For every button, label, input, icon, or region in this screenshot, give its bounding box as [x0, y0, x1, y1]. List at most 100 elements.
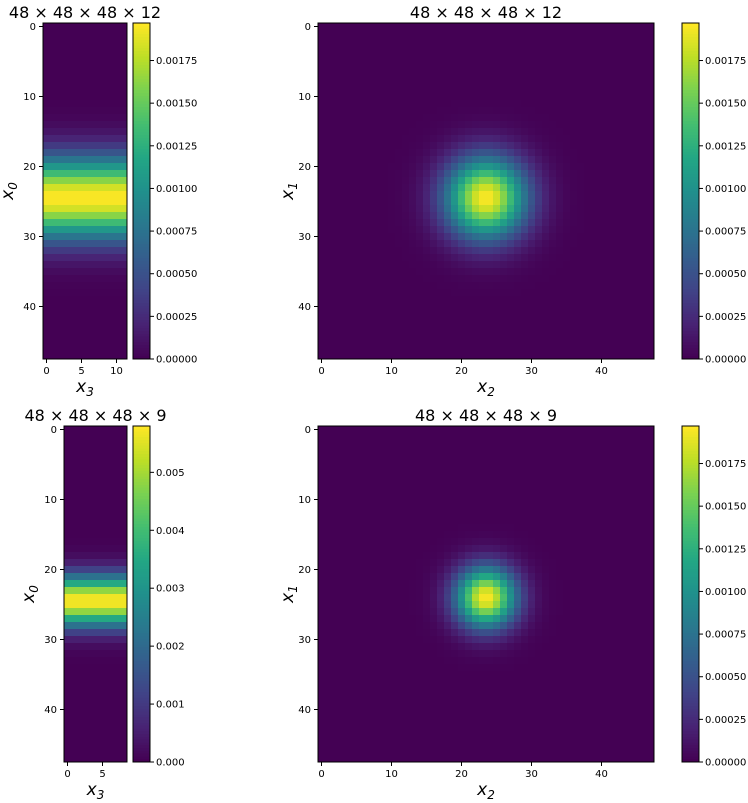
heatmap-cell — [514, 100, 522, 108]
heatmap-cell — [85, 727, 93, 735]
heatmap-cell — [521, 433, 529, 441]
heatmap-cell — [465, 177, 473, 185]
heatmap-cell — [528, 177, 536, 185]
heatmap-cell — [318, 107, 326, 115]
heatmap-cell — [563, 317, 571, 325]
heatmap-cell — [465, 86, 473, 94]
heatmap-cell — [535, 30, 543, 38]
heatmap-cell — [50, 128, 58, 136]
heatmap-cell — [514, 247, 522, 255]
heatmap-cell — [605, 37, 613, 45]
heatmap-cell — [416, 282, 424, 290]
heatmap-cell — [71, 524, 79, 532]
heatmap-cell — [325, 531, 333, 539]
heatmap-cell — [647, 510, 655, 518]
heatmap-cell — [71, 503, 79, 511]
heatmap-cell — [402, 489, 410, 497]
heatmap-cell — [430, 461, 438, 469]
x-axis-label-0: x3 — [75, 377, 94, 399]
heatmap-cell — [612, 289, 620, 297]
heatmap-cell — [120, 433, 128, 441]
heatmap-cell — [71, 254, 79, 262]
heatmap-cell — [528, 51, 536, 59]
heatmap-cell — [444, 128, 452, 136]
heatmap-cell — [472, 121, 480, 129]
heatmap-cell — [360, 219, 368, 227]
heatmap-cell — [514, 184, 522, 192]
heatmap-cell — [605, 289, 613, 297]
heatmap-cell — [451, 163, 459, 171]
heatmap-cell — [612, 296, 620, 304]
heatmap-cell — [346, 517, 354, 525]
heatmap-cell — [507, 517, 515, 525]
heatmap-cell — [106, 615, 114, 623]
heatmap-cell — [113, 713, 121, 721]
heatmap-cell — [458, 135, 466, 143]
heatmap-cell — [542, 170, 550, 178]
heatmap-cell — [374, 156, 382, 164]
colorbar-step — [133, 37, 150, 41]
heatmap-cell — [563, 58, 571, 66]
heatmap-cell — [353, 170, 361, 178]
heatmap-cell — [486, 72, 494, 80]
heatmap-cell — [339, 524, 347, 532]
heatmap-cell — [500, 114, 508, 122]
heatmap-cell — [120, 545, 128, 553]
colorbar-step — [682, 84, 699, 88]
heatmap-cell — [598, 191, 606, 199]
colorbar-step — [682, 149, 699, 153]
heatmap-cell — [388, 233, 396, 241]
heatmap-cell — [71, 496, 79, 504]
colorbar-step — [133, 263, 150, 268]
heatmap-cell — [577, 226, 585, 234]
heatmap-cell — [549, 331, 557, 339]
heatmap-cell — [416, 475, 424, 483]
heatmap-cell — [85, 741, 93, 749]
heatmap-cell — [106, 426, 114, 434]
heatmap-cell — [92, 496, 100, 504]
heatmap-cell — [99, 650, 107, 658]
heatmap-cell — [92, 475, 100, 483]
heatmap-cell — [374, 324, 382, 332]
heatmap-cell — [493, 545, 501, 553]
heatmap-cell — [318, 114, 326, 122]
heatmap-cell — [325, 317, 333, 325]
heatmap-cell — [64, 657, 72, 665]
heatmap-cell — [549, 177, 557, 185]
heatmap-cell — [542, 496, 550, 504]
heatmap-cell — [99, 538, 107, 546]
heatmap-cell — [346, 573, 354, 581]
heatmap-cell — [423, 580, 431, 588]
heatmap-cell — [367, 107, 375, 115]
heatmap-cell — [584, 538, 592, 546]
heatmap-cell — [106, 352, 114, 360]
heatmap-cell — [416, 331, 424, 339]
heatmap-cell — [549, 219, 557, 227]
heatmap-cell — [479, 177, 487, 185]
heatmap-cell — [339, 86, 347, 94]
heatmap-cell — [500, 531, 508, 539]
heatmap-cell — [493, 240, 501, 248]
heatmap-cell — [633, 114, 641, 122]
heatmap-cell — [78, 741, 86, 749]
heatmap-cell — [437, 559, 445, 567]
heatmap-cell — [598, 324, 606, 332]
heatmap-cell — [514, 296, 522, 304]
heatmap-cell — [479, 254, 487, 262]
heatmap-cell — [50, 296, 58, 304]
colorbar-step — [133, 437, 150, 441]
heatmap-cell — [500, 426, 508, 434]
heatmap-cell — [409, 566, 417, 574]
heatmap-cell — [514, 65, 522, 73]
heatmap-cell — [43, 107, 51, 115]
heatmap-cell — [535, 233, 543, 241]
heatmap-cell — [57, 72, 65, 80]
heatmap-cell — [395, 345, 403, 353]
heatmap-cell — [402, 79, 410, 87]
heatmap-cell — [360, 510, 368, 518]
heatmap-cell — [388, 489, 396, 497]
heatmap-cell — [437, 226, 445, 234]
heatmap-cell — [430, 503, 438, 511]
heatmap-cell — [619, 545, 627, 553]
heatmap-cell — [92, 594, 100, 602]
